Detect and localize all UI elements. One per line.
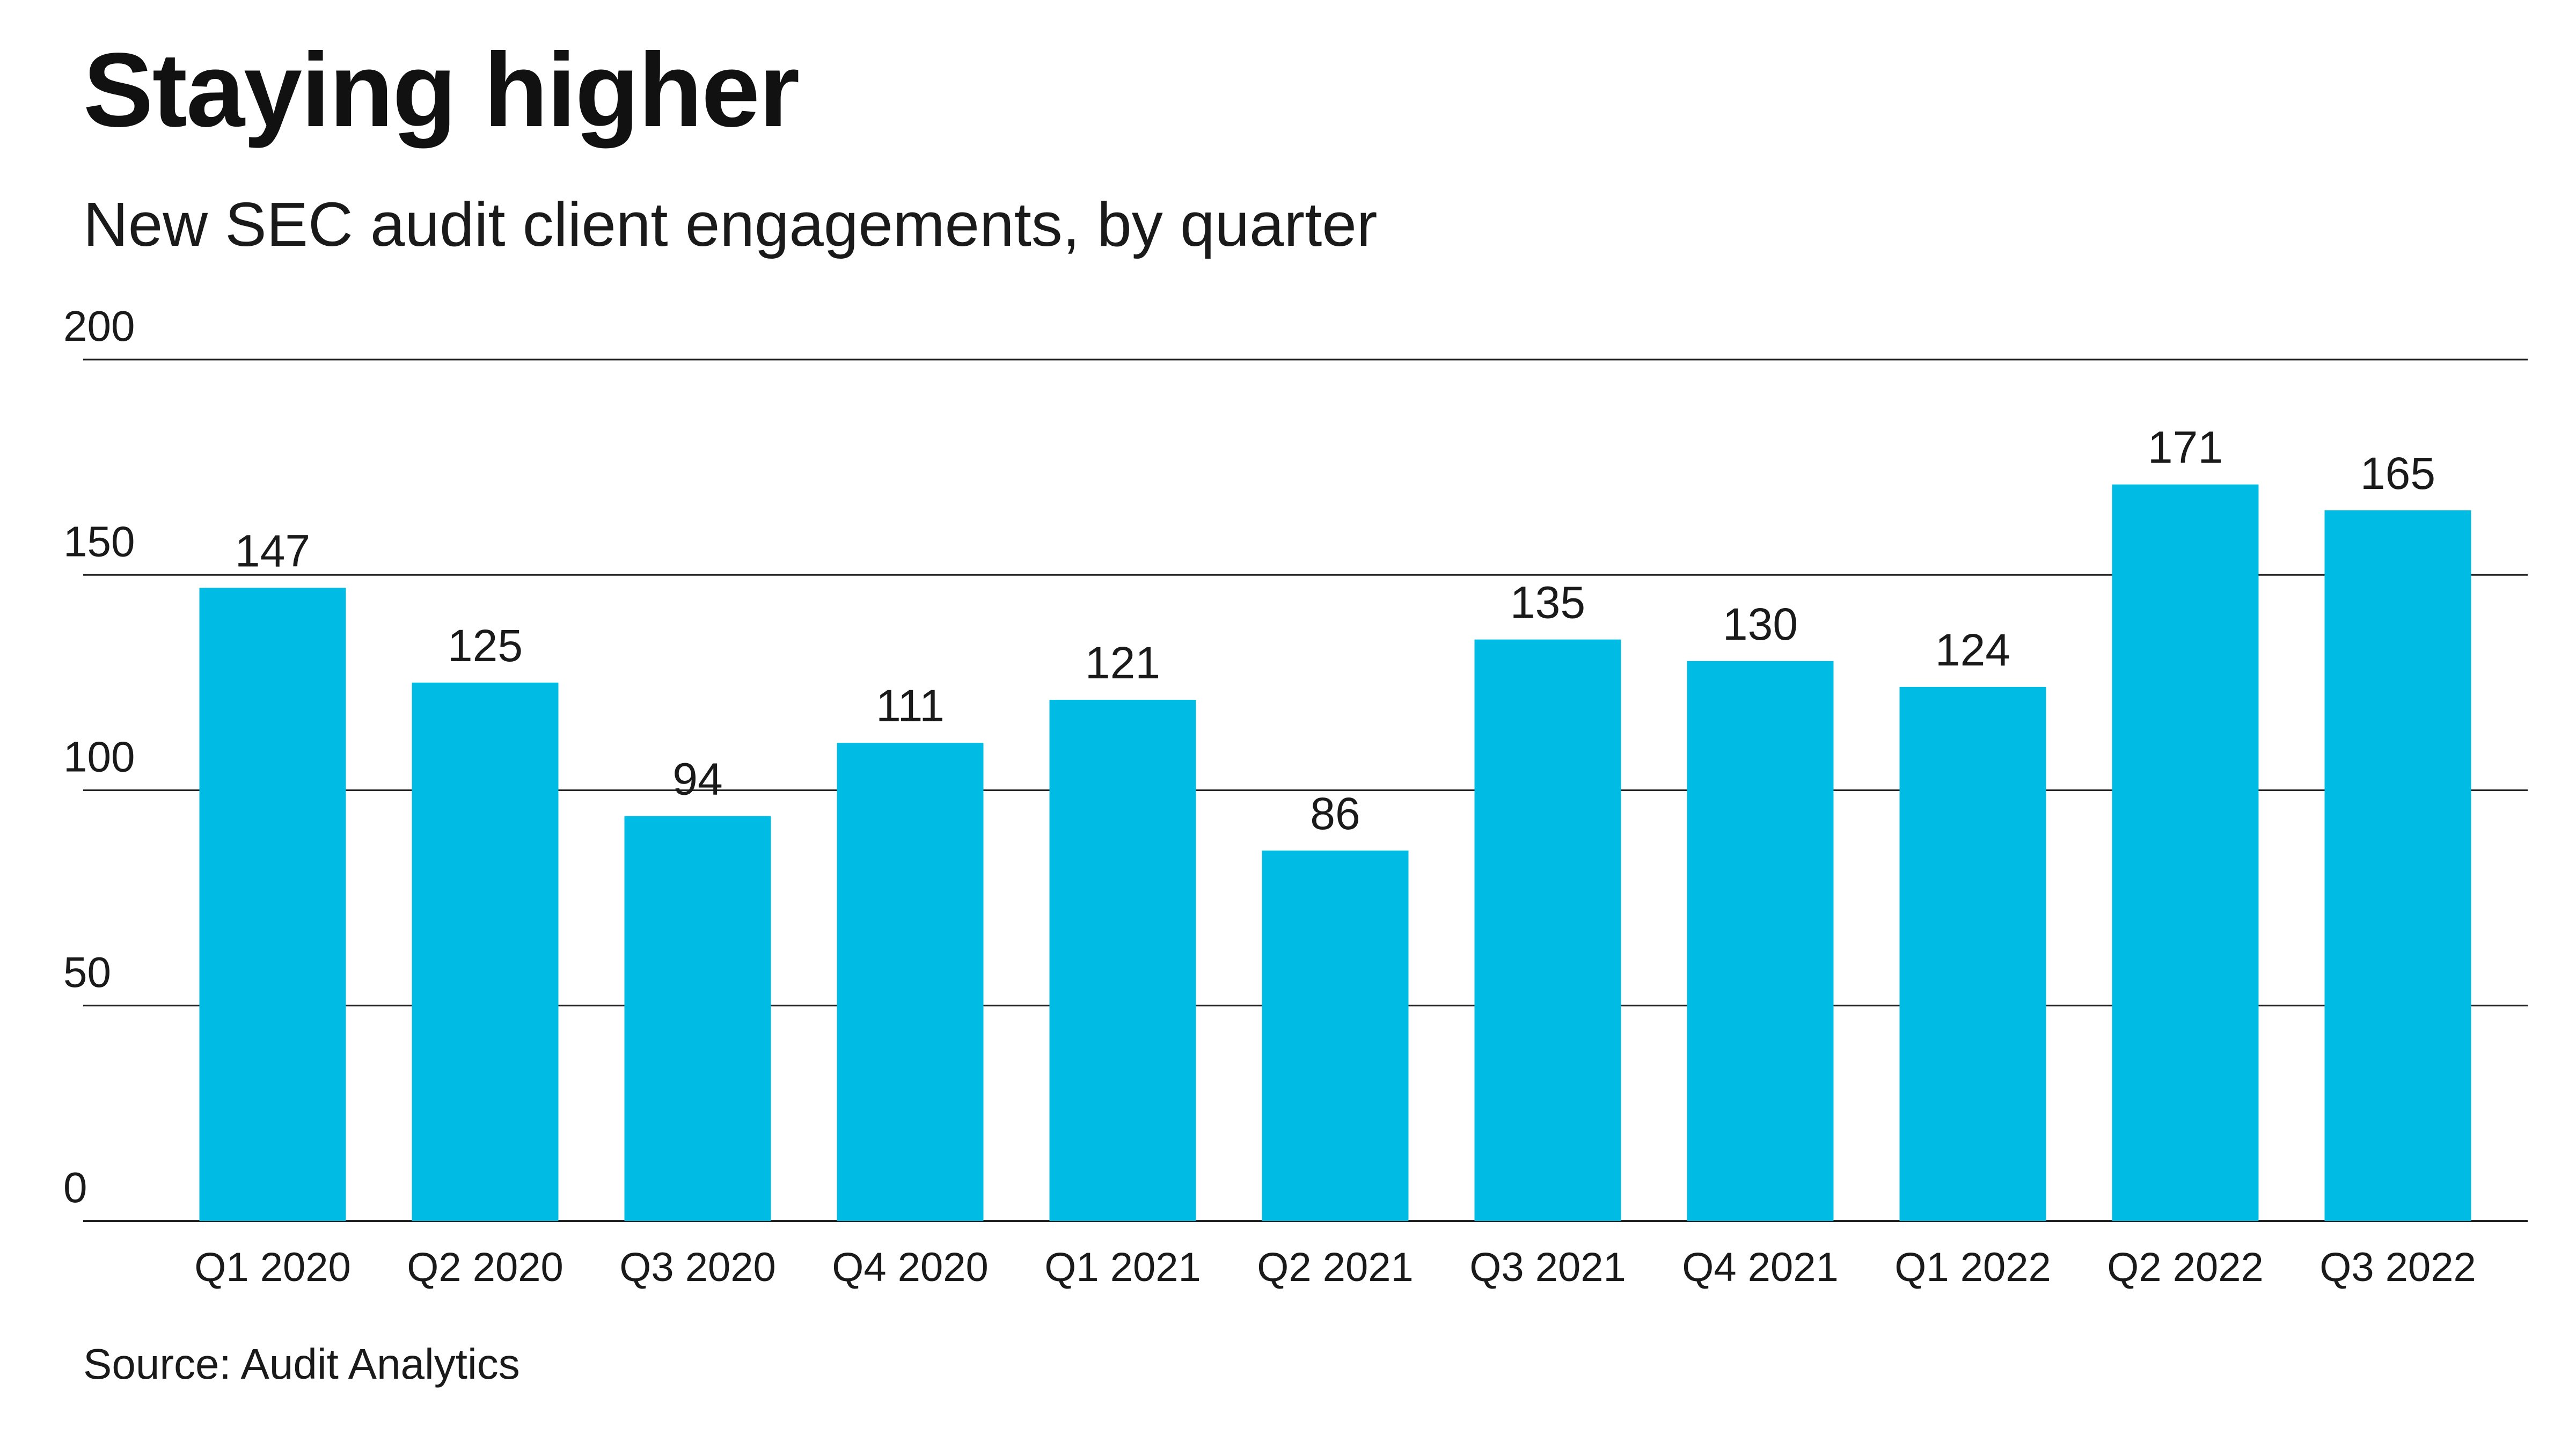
data-label: 124 xyxy=(1935,625,2010,675)
source-note: Source: Audit Analytics xyxy=(83,1340,520,1388)
y-tick-label: 200 xyxy=(63,302,135,350)
data-label: 135 xyxy=(1510,577,1585,628)
data-labels: 147 125 94 111 121 86 135 130 124 171 165 xyxy=(235,422,2435,839)
bar xyxy=(199,588,346,1221)
x-tick-label: Q2 2020 xyxy=(407,1245,564,1290)
x-tick-label: Q4 2020 xyxy=(832,1245,989,1290)
x-tick-label: Q3 2020 xyxy=(619,1245,776,1290)
bar xyxy=(837,743,984,1221)
bar xyxy=(2112,484,2259,1221)
bar xyxy=(1687,661,1834,1221)
x-tick-label: Q3 2022 xyxy=(2319,1245,2476,1290)
bar xyxy=(2324,510,2471,1221)
bar xyxy=(412,682,559,1221)
bars xyxy=(199,484,2471,1221)
x-tick-label: Q2 2022 xyxy=(2107,1245,2264,1290)
data-label: 147 xyxy=(235,525,310,576)
x-tick-label: Q1 2020 xyxy=(194,1245,351,1290)
bar xyxy=(624,816,771,1221)
bar xyxy=(1049,699,1196,1221)
x-tick-label: Q1 2022 xyxy=(1894,1245,2051,1290)
bar xyxy=(1474,639,1621,1221)
x-tick-label: Q4 2021 xyxy=(1682,1245,1839,1290)
y-tick-label: 50 xyxy=(63,948,111,996)
axes: 0 50 100 150 200 Q1 2020 Q2 2020 Q3 2020 Q4 2020… xyxy=(63,302,2476,1290)
y-tick-label: 100 xyxy=(63,733,135,781)
y-tick-label: 150 xyxy=(63,517,135,565)
data-label: 125 xyxy=(448,620,523,671)
x-tick-label: Q2 2021 xyxy=(1257,1245,1414,1290)
chart-title: Staying higher xyxy=(83,31,800,149)
data-label: 121 xyxy=(1085,638,1160,688)
x-tick-label: Q3 2021 xyxy=(1469,1245,1626,1290)
bar xyxy=(1262,850,1409,1221)
data-label: 86 xyxy=(1310,788,1360,839)
bar xyxy=(1899,686,2046,1221)
data-label: 94 xyxy=(672,754,722,804)
chart-subtitle: New SEC audit client engagements, by qua… xyxy=(83,189,1378,259)
x-tick-label: Q1 2021 xyxy=(1044,1245,1201,1290)
data-label: 165 xyxy=(2360,448,2435,499)
data-label: 111 xyxy=(876,680,945,731)
data-label: 171 xyxy=(2148,422,2223,473)
data-label: 130 xyxy=(1723,599,1798,649)
y-tick-label: 0 xyxy=(63,1163,87,1211)
